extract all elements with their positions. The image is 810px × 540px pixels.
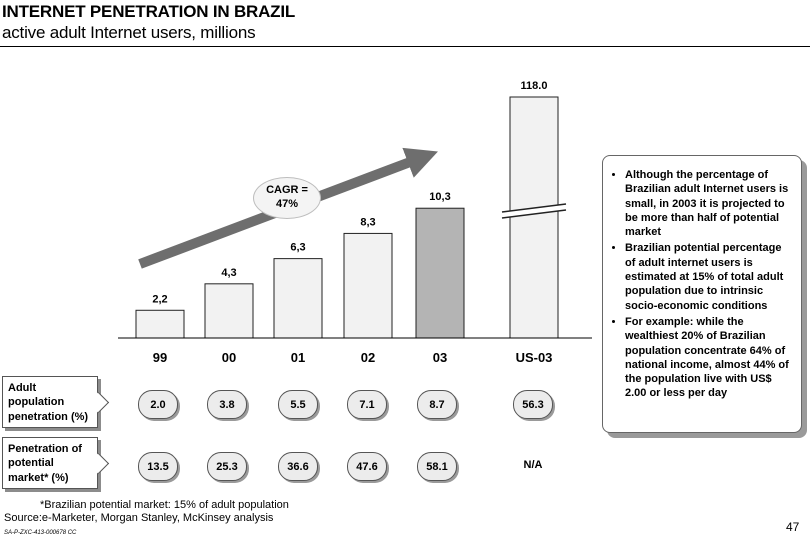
- page-subtitle: active adult Internet users, millions: [2, 23, 256, 42]
- category-label-US-03: US-03: [516, 350, 553, 365]
- axis-break-line-top: [501, 203, 567, 213]
- bar-03: [415, 207, 465, 339]
- category-label-02: 02: [361, 350, 375, 365]
- bar-US-03: [509, 96, 559, 339]
- potential-penetration-us03: N/A: [523, 459, 543, 471]
- category-label-03: 03: [433, 350, 447, 365]
- adult-penetration-99: 2.0: [138, 390, 178, 419]
- adult-penetration-00: 3.8: [207, 390, 247, 419]
- category-label-01: 01: [291, 350, 305, 365]
- page-title: INTERNET PENETRATION IN BRAZIL: [2, 2, 296, 21]
- document-reference: SA-P-ZXC-413-000678 CC: [4, 530, 77, 536]
- potential-penetration-03: 58.1: [417, 452, 457, 481]
- bar-value-label-US-03: 118.0: [521, 80, 548, 92]
- potential-penetration-99: 13.5: [138, 452, 178, 481]
- adult-penetration-01: 5.5: [278, 390, 318, 419]
- source-note: Source:e-Marketer, Morgan Stanley, McKin…: [4, 512, 274, 524]
- cagr-ellipse: CAGR = 47%: [253, 177, 321, 219]
- note-item: For example: while the wealthiest 20% of…: [625, 315, 793, 401]
- potential-penetration-01: 36.6: [278, 452, 318, 481]
- note-item: Although the percentage of Brazilian adu…: [625, 168, 793, 239]
- row-label-text: Adult population penetration (%): [8, 382, 89, 423]
- bar-value-label-02: 8,3: [360, 216, 375, 228]
- title-divider: [0, 46, 810, 47]
- category-label-00: 00: [222, 350, 236, 365]
- category-label-99: 99: [153, 350, 167, 365]
- row-label-adult-penetration: Adult population penetration (%): [2, 376, 110, 428]
- bar-value-label-03: 10,3: [429, 191, 450, 203]
- adult-penetration-02: 7.1: [347, 390, 387, 419]
- row-label-potential-market: Penetration of potential market* (%): [2, 437, 110, 489]
- note-item: Brazilian potential percentage of adult …: [625, 241, 793, 312]
- notes-callout: Although the percentage of Brazilian adu…: [602, 155, 802, 433]
- bar-99: [135, 309, 185, 339]
- bar-value-label-01: 6,3: [290, 242, 305, 254]
- potential-penetration-00: 25.3: [207, 452, 247, 481]
- bar-value-label-99: 2,2: [152, 293, 167, 305]
- bar-00: [204, 283, 254, 339]
- row-label-text: Penetration of potential market* (%): [8, 443, 82, 484]
- adult-penetration-03: 8.7: [417, 390, 457, 419]
- adult-penetration-us03: 56.3: [513, 390, 553, 419]
- cagr-label: CAGR = 47%: [266, 184, 308, 210]
- axis-break-line-bottom: [501, 209, 567, 219]
- bar-02: [343, 232, 393, 339]
- footnote: *Brazilian potential market: 15% of adul…: [40, 499, 289, 511]
- bar-value-label-00: 4,3: [221, 267, 236, 279]
- page-number: 47: [786, 520, 800, 534]
- axis-break-gap: [502, 204, 566, 218]
- bar-01: [273, 258, 323, 339]
- potential-penetration-02: 47.6: [347, 452, 387, 481]
